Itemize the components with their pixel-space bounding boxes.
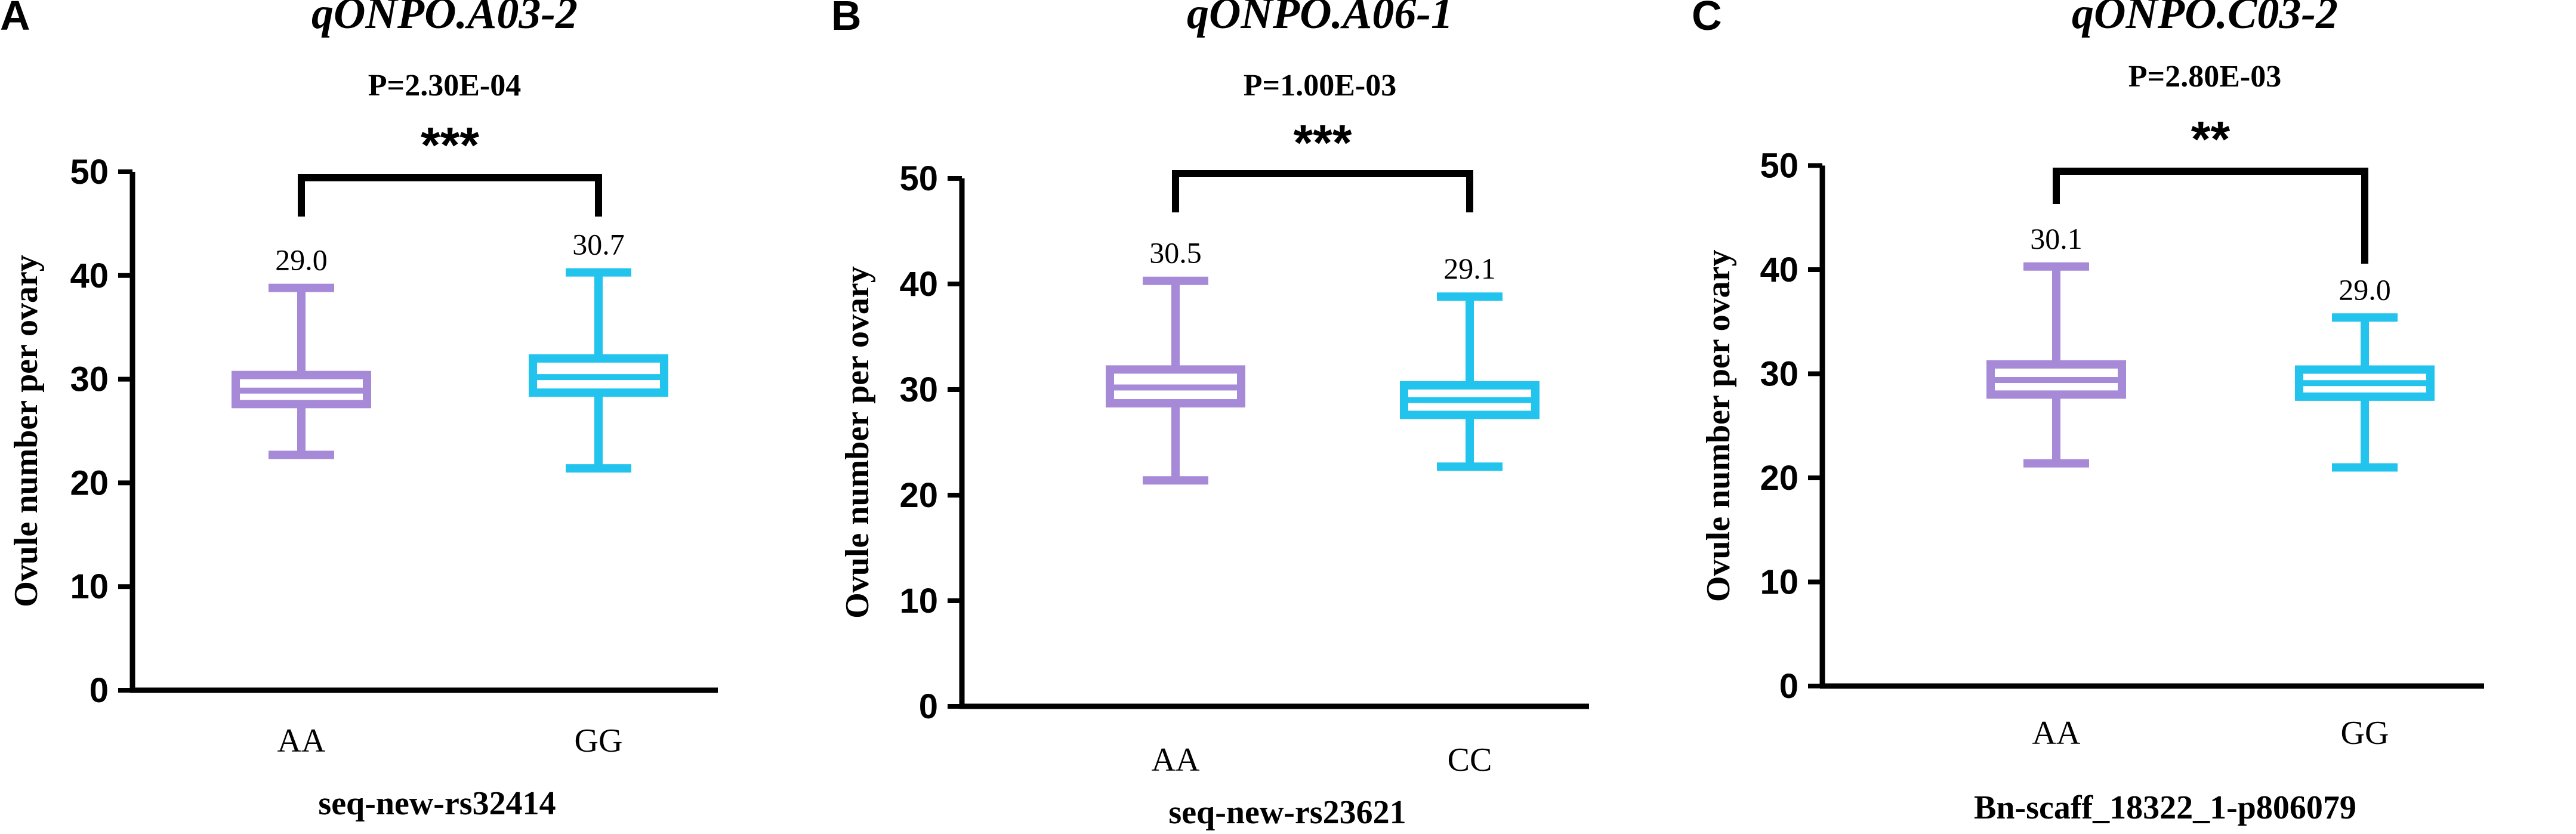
x-tick-label: AA <box>277 722 326 759</box>
y-tick-label: 20 <box>1760 459 1798 498</box>
x-axis-title: seq-new-rs32414 <box>318 785 556 822</box>
y-tick-label: 50 <box>70 153 109 191</box>
p-value: P=2.30E-04 <box>368 69 521 103</box>
mean-label: 29.0 <box>275 243 328 277</box>
y-tick-label: 50 <box>1760 147 1798 186</box>
y-axis-title: Ovule number per ovary <box>1700 249 1737 602</box>
x-tick-label: GG <box>2341 715 2389 752</box>
box-gg: 30.7 <box>529 228 668 473</box>
panel-letter: B <box>831 0 862 39</box>
box-aa: 29.0 <box>232 243 371 459</box>
mean-label: 30.5 <box>1149 236 1202 270</box>
significance-bracket <box>2053 168 2368 264</box>
significance-bracket <box>1172 170 1473 212</box>
y-tick-label: 0 <box>1779 667 1798 706</box>
significance-stars: *** <box>421 117 479 173</box>
y-axis-title: Ovule number per ovary <box>8 255 45 607</box>
chart-title: qONPO.A06-1 <box>1187 0 1453 38</box>
mean-label: 30.7 <box>572 228 625 261</box>
y-axis-title: Ovule number per ovary <box>839 266 876 619</box>
y-tick-label: 50 <box>899 159 938 198</box>
box-aa: 30.5 <box>1106 236 1245 485</box>
y-tick-label: 40 <box>899 265 938 304</box>
chart-title: qONPO.A03-2 <box>311 0 578 38</box>
mean-label: 29.0 <box>2339 273 2391 306</box>
panel-letter: C <box>1692 0 1722 39</box>
x-axis-title: Bn-scaff_18322_1-p806079 <box>1974 789 2356 826</box>
x-tick-label: GG <box>575 722 623 759</box>
p-value: P=1.00E-03 <box>1244 69 1396 103</box>
significance-stars: ** <box>2191 111 2231 167</box>
box-cc: 29.1 <box>1400 252 1540 471</box>
y-tick-label: 10 <box>899 582 938 620</box>
y-tick-label: 0 <box>90 671 109 710</box>
y-tick-label: 20 <box>899 476 938 515</box>
x-axis-title: seq-new-rs23621 <box>1168 794 1406 831</box>
significance-bracket <box>298 174 602 217</box>
y-tick-label: 30 <box>70 360 109 399</box>
mean-label: 29.1 <box>1443 252 1496 285</box>
y-tick-label: 10 <box>70 567 109 606</box>
box-gg: 29.0 <box>2295 273 2435 472</box>
y-tick-label: 0 <box>919 687 938 726</box>
y-tick-label: 10 <box>1760 563 1798 602</box>
chart-title: qONPO.C03-2 <box>2072 0 2338 38</box>
box-aa: 30.1 <box>1986 222 2126 468</box>
y-tick-label: 30 <box>1760 355 1798 394</box>
panel-letter: A <box>0 0 30 39</box>
y-tick-label: 20 <box>70 464 109 502</box>
y-tick-label: 40 <box>70 257 109 295</box>
x-tick-label: CC <box>1448 742 1492 779</box>
y-tick-label: 30 <box>899 370 938 409</box>
y-tick-label: 40 <box>1760 251 1798 289</box>
p-value: P=2.80E-03 <box>2128 60 2281 94</box>
significance-stars: *** <box>1293 115 1352 171</box>
mean-label: 30.1 <box>2030 222 2083 255</box>
x-tick-label: AA <box>1152 742 1200 779</box>
x-tick-label: AA <box>2032 715 2081 752</box>
